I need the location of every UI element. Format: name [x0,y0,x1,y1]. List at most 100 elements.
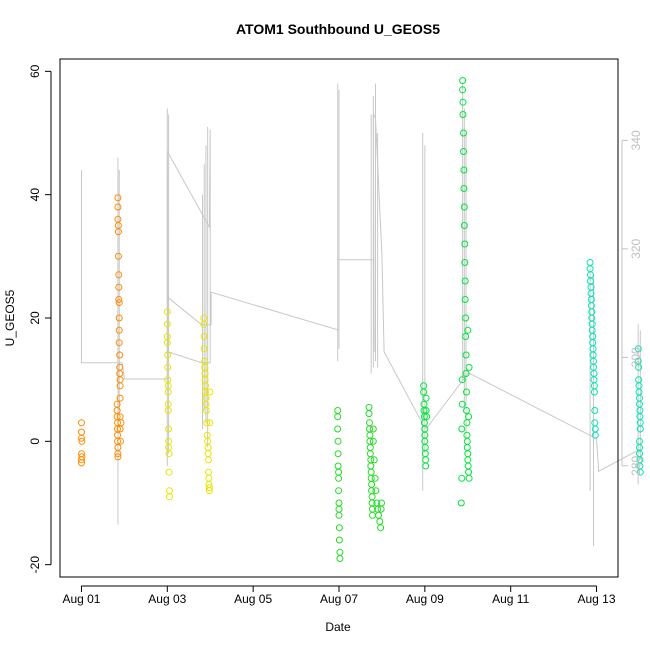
data-point [377,524,385,532]
data-point [206,388,214,396]
data-point [465,474,473,482]
data-point [336,555,344,562]
data-point [461,277,469,285]
data-point [460,166,468,174]
data-point [78,434,85,442]
data-point [423,413,431,421]
data-point [203,419,211,427]
data-point [117,419,125,427]
y2-tick-label: 300 [629,347,643,367]
data-point [164,407,172,414]
data-point [205,456,212,464]
data-point [114,194,122,202]
data-point [459,86,467,94]
data-point [117,437,124,445]
data-point [78,437,86,445]
points-layer [78,77,644,562]
y2-tick-label: 340 [629,130,643,150]
axes-layer: Aug 01 Aug 03 Aug 05 Aug 07 Aug 09 Aug 11 Aug … [28,58,643,606]
data-point [462,351,470,359]
x-tick-label: Aug 07 [320,592,358,606]
y2-tick-label: 320 [629,239,643,259]
y-tick-label: 20 [28,311,42,325]
data-point [460,129,467,137]
data-point [114,453,122,461]
data-point [335,536,343,544]
data-point [458,425,466,433]
x-tick-label: Aug 09 [406,592,444,606]
data-point [115,283,123,291]
data-point [591,431,599,439]
data-point [463,388,470,396]
data-point [114,228,122,236]
data-point [422,462,430,470]
data-point [634,345,642,353]
data-point [164,351,172,359]
data-point [371,474,379,482]
data-point [78,453,86,461]
data-point [206,419,214,427]
data-point [334,425,342,433]
data-point [115,339,123,347]
x-tick-label: Aug 13 [578,592,616,606]
data-point [334,450,342,458]
chart-title: ATOM1 Southbound U_GEOS5 [236,21,440,37]
data-point [462,314,470,322]
data-point [462,333,470,340]
y-tick-label: -20 [28,556,42,574]
data-point [115,296,123,303]
x-tick-label: Aug 03 [148,592,186,606]
data-point [200,345,208,353]
data-point [460,185,468,192]
data-point [460,148,467,155]
data-point [335,511,343,519]
data-point [115,326,123,334]
data-point [370,456,378,464]
data-point [163,320,171,328]
data-point [635,363,643,371]
data-point [163,308,171,316]
data-point [369,425,377,433]
data-point [164,363,172,371]
data-point [200,320,208,328]
data-point [372,487,380,495]
data-point [166,493,173,501]
data-point [335,487,343,495]
x-tick-label: Aug 05 [234,592,272,606]
data-point [165,450,173,458]
data-point [462,370,470,377]
data-point [78,419,85,427]
data-point [422,394,430,402]
secondary-series-line [81,113,643,473]
data-point [116,394,124,402]
x-axis-label: Date [325,620,351,634]
y-tick-label: 0 [28,438,42,445]
data-point [464,326,472,334]
y-axis-label: U_GEOS5 [3,289,17,346]
data-point [205,484,213,492]
data-point [116,382,124,390]
data-point [115,299,123,307]
data-point [114,203,122,211]
data-point [461,259,469,266]
data-point [369,437,377,445]
data-point [114,450,122,458]
data-point [202,407,210,414]
y-tick-label: 60 [28,64,42,78]
data-point [457,499,465,507]
y-tick-label: 40 [28,188,42,202]
data-point [78,456,85,464]
data-point [463,419,471,427]
data-point [458,474,466,482]
data-point [636,468,644,476]
data-point [200,333,208,340]
data-point [458,376,466,384]
data-point [420,388,428,396]
data-point [164,388,172,396]
data-point [163,339,171,347]
data-point [590,388,598,396]
x-tick-label: Aug 11 [492,592,529,606]
data-point [334,437,342,445]
